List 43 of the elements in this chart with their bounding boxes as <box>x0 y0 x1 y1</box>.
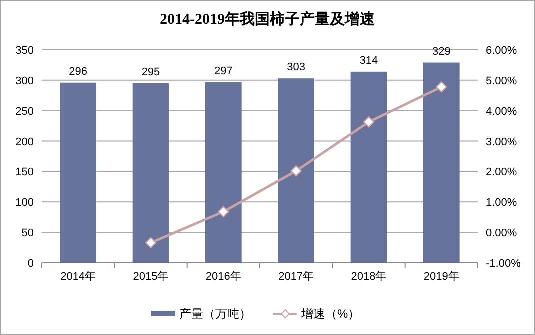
y2-tick-label: -1.00% <box>486 258 522 270</box>
y2-tick-label: 5.00% <box>486 75 518 88</box>
bar <box>350 72 388 263</box>
bar <box>60 82 96 263</box>
y2-tick-label: 4.00% <box>486 106 518 118</box>
y-tick-label: 250 <box>16 106 34 118</box>
y2-tick-label: 0.00% <box>486 228 518 240</box>
y-tick-label: 50 <box>22 228 34 240</box>
data-label: 296 <box>69 66 88 78</box>
y2-tick-label: 2.00% <box>486 166 518 179</box>
产量（万吨）: 296 295 297 303 314 329 <box>60 46 460 263</box>
y-tick-label: 350 <box>16 45 34 57</box>
y-tick-label: 300 <box>16 75 34 88</box>
data-label: 329 <box>432 46 451 58</box>
data-label: 314 <box>360 54 378 67</box>
y-tick-label: 150 <box>16 166 34 179</box>
x-tick-label: 2019年 <box>424 271 460 283</box>
legend-label: 产量（万吨） <box>180 307 252 321</box>
point <box>145 237 157 249</box>
bar <box>278 78 314 263</box>
point <box>218 206 230 218</box>
legend-label: 增速（%） <box>300 307 360 321</box>
x-tick-label: 2018年 <box>351 271 387 283</box>
x-tick-label: 2015年 <box>133 271 169 283</box>
x-tick-label: 2014年 <box>60 271 96 283</box>
x-tick-label: 2016年 <box>206 271 242 283</box>
data-label: 295 <box>142 66 160 78</box>
y2-tick-label: 6.00% <box>486 45 518 57</box>
bar <box>132 83 170 263</box>
bar <box>424 62 460 263</box>
y-tick-label: 100 <box>16 197 34 210</box>
point <box>363 116 375 128</box>
point <box>290 166 302 177</box>
y2-tick-label: 1.00% <box>486 197 518 210</box>
data-label: 297 <box>214 65 233 78</box>
data-label: 303 <box>287 62 306 74</box>
bar <box>206 82 242 263</box>
y2-tick-label: 3.00% <box>486 136 518 148</box>
y-tick-label: 0 <box>28 258 34 270</box>
point <box>436 82 448 93</box>
x-tick-label: 2017年 <box>278 271 314 283</box>
y-tick-label: 200 <box>16 136 34 148</box>
chart-title: 2014-2019年我国柿子产量及增速 <box>160 11 376 28</box>
